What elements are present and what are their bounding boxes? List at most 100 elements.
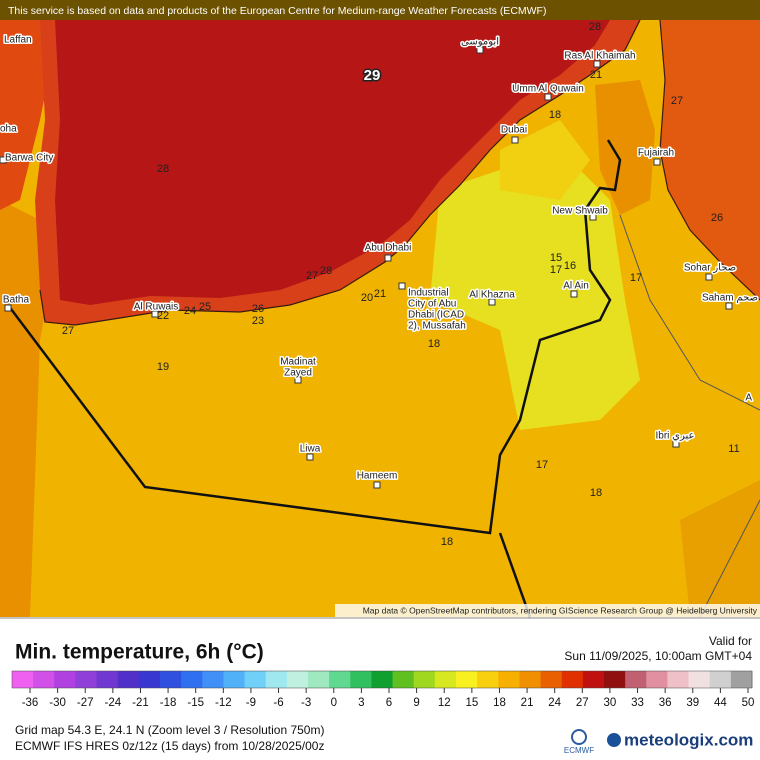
place-label: Zayed (284, 368, 312, 379)
sea (55, 20, 610, 305)
colorbar-swatch (477, 671, 499, 688)
place-marker (4, 304, 12, 312)
temperature-label: 25 (199, 301, 211, 313)
grid-info: Grid map 54.3 E, 24.1 N (Zoom level 3 / … (15, 723, 324, 737)
place-marker (398, 282, 406, 290)
place-label: 2), Mussafah (408, 321, 466, 332)
temperature-label: 18 (428, 338, 440, 350)
place-marker (151, 310, 159, 318)
colorbar-tick-label: -36 (22, 697, 39, 709)
banner: This service is based on data and produc… (8, 5, 546, 17)
colorbar-swatch (540, 671, 563, 688)
valid-time: Sun 11/09/2025, 10:00am GMT+04 (564, 649, 752, 663)
colorbar-tick-label: 30 (604, 697, 617, 709)
coastline (39, 19, 760, 326)
colorbar-tick-label: -21 (132, 697, 149, 709)
place-marker (476, 46, 484, 54)
colorbar-swatch (223, 671, 246, 688)
place-marker (488, 298, 496, 306)
colorbar-tick-label: 6 (386, 697, 392, 709)
colorbar-swatch (519, 671, 542, 688)
place-marker (725, 302, 733, 310)
colorbar-tick-label: -15 (187, 697, 204, 709)
temperature-label: 28 (157, 163, 169, 175)
place-marker (373, 481, 381, 489)
temperature-label: 28 (589, 21, 601, 33)
colorbar-swatch (688, 671, 711, 688)
temperature-label: 23 (252, 315, 264, 327)
place-label: Batha (3, 295, 30, 306)
colorbar-swatch (96, 671, 119, 688)
attribution-bg (335, 604, 760, 617)
border (7, 139, 622, 535)
temperature-label: 17 (536, 459, 548, 471)
colorbar-tick-label: 24 (548, 697, 561, 709)
colorbar-swatch (730, 671, 753, 688)
place-marker (570, 290, 578, 298)
temperature-label: 22 (157, 310, 169, 322)
colorbar-swatch (350, 671, 372, 688)
colorbar-tick-label: 12 (438, 697, 451, 709)
place-label: Laffan (4, 35, 32, 46)
place-marker (294, 376, 302, 384)
temperature-label: 19 (157, 361, 169, 373)
colorbar-swatch (392, 671, 415, 688)
place-marker (593, 60, 601, 68)
temperature-label: 21 (374, 288, 386, 300)
brand-icon (607, 733, 621, 747)
place-label: City of Abu (408, 299, 456, 310)
colorbar-swatch (202, 671, 224, 688)
colorbar-swatch (138, 671, 161, 688)
valid-label: Valid for (709, 634, 752, 648)
colorbar-swatch (265, 671, 288, 688)
colorbar-swatch (434, 671, 457, 688)
temperature-label: 27 (306, 270, 318, 282)
temperature-label: 16 (564, 260, 576, 272)
colorbar-tick-label: 39 (686, 697, 699, 709)
place-label: Sohar صحار (684, 263, 736, 274)
temperature-label: 18 (590, 487, 602, 499)
colorbar-swatch (625, 671, 647, 688)
place-marker (653, 158, 661, 166)
place-label: Dubai (501, 125, 527, 136)
colorbar-tick-label: 36 (659, 697, 672, 709)
colorbar-tick-label: 33 (631, 697, 644, 709)
warm-area (680, 480, 760, 617)
colorbar-swatch (12, 671, 34, 688)
ecmwf-icon (571, 729, 587, 745)
colorbar-tick-label: -18 (160, 697, 177, 709)
temperature-label: 27 (62, 325, 74, 337)
legend-title: Min. temperature, 6h (°C) (15, 641, 264, 664)
place-marker (672, 440, 680, 448)
place-label: Al Ain (563, 281, 589, 292)
colorbar-swatch (75, 671, 98, 688)
place-marker (0, 156, 7, 164)
temperature-label: 18 (441, 536, 453, 548)
place-marker (589, 213, 597, 221)
colorbar-swatch (329, 671, 351, 688)
colorbar-tick-label: 27 (576, 697, 589, 709)
cool-area (430, 150, 640, 430)
brand: meteologix.com (624, 730, 753, 749)
place-label: Umm Al Quwain (512, 84, 584, 95)
colorbar-tick-label: 9 (413, 697, 419, 709)
colorbar-swatch (413, 671, 436, 688)
model-info: ECMWF IFS HRES 0z/12z (15 days) from 10/… (15, 739, 324, 753)
temperature-label: 21 (590, 69, 602, 81)
temperature-label: 29 (364, 67, 381, 84)
colorbar-tick-label: -12 (215, 697, 232, 709)
place-marker (306, 453, 314, 461)
colorbar-swatch (498, 671, 520, 688)
temperature-label: 11 (728, 443, 739, 455)
colorbar-tick-label: 0 (331, 697, 337, 709)
temperature-label: 17 (630, 272, 642, 284)
place-label: Fujairah (638, 148, 674, 159)
cool-area (500, 120, 590, 200)
colorbar-swatch (604, 671, 626, 688)
attribution: Map data © OpenStreetMap contributors, r… (363, 605, 758, 615)
place-label: Hameem (357, 471, 398, 482)
colorbar-swatch (582, 671, 605, 688)
place-label: Madinat (280, 357, 316, 368)
place-marker (384, 254, 392, 262)
colorbar-swatch (160, 671, 182, 688)
